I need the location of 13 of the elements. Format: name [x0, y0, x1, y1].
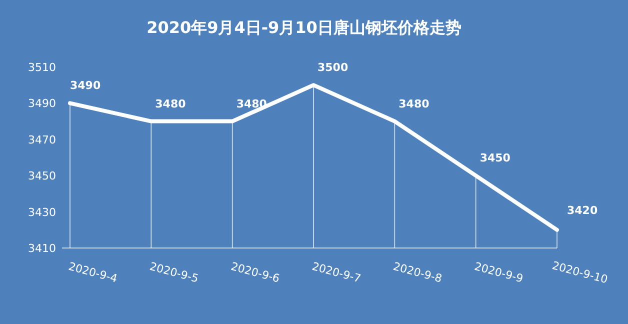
- data-label: 3480: [398, 97, 430, 110]
- data-label: 3450: [480, 152, 511, 165]
- y-tick-label: 3430: [28, 206, 56, 219]
- data-label: 3420: [567, 204, 598, 217]
- y-tick-label: 3450: [28, 170, 56, 183]
- y-tick-label: 3470: [28, 133, 56, 146]
- y-tick-label: 3510: [28, 61, 56, 74]
- data-label: 3500: [318, 61, 348, 74]
- y-tick-label: 3410: [28, 242, 56, 255]
- data-label: 3490: [70, 79, 101, 92]
- chart-title: 2020年9月4日-9月10日唐山钢坯价格走势: [146, 18, 462, 37]
- data-label: 3480: [155, 97, 186, 110]
- y-tick-label: 3490: [28, 97, 56, 110]
